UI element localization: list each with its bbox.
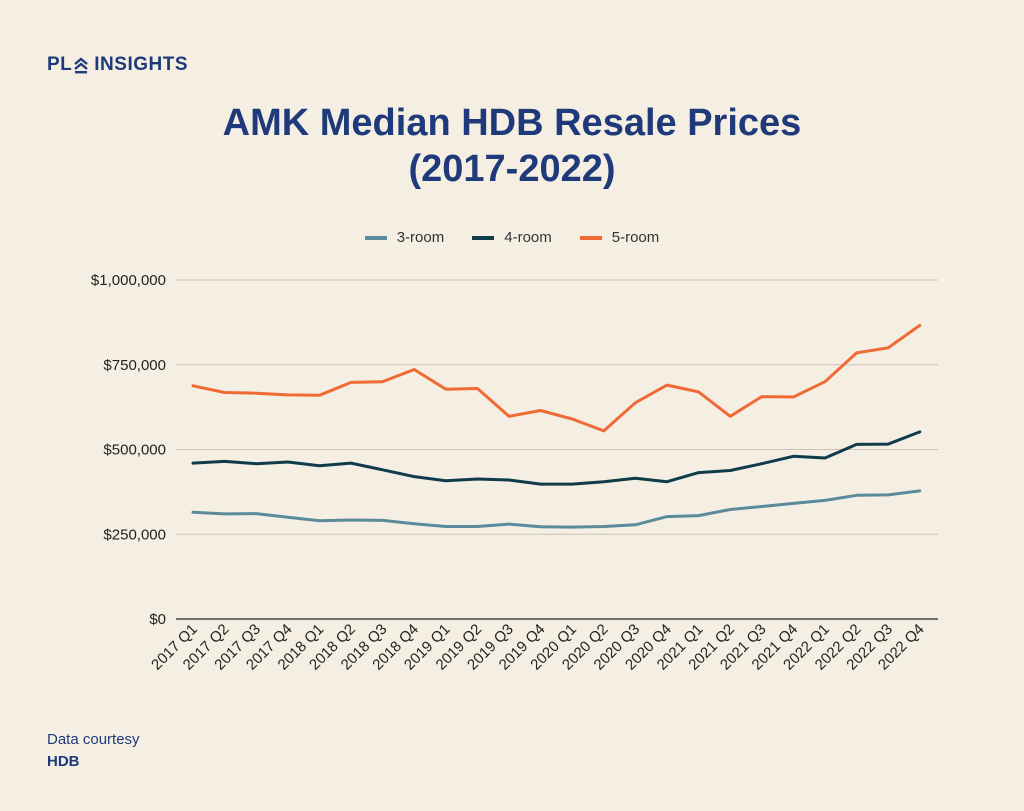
house-chevron-icon	[74, 57, 89, 74]
legend-item-5-room: 5-room	[579, 229, 660, 246]
chart-legend: 3-room 4-room 5-room	[0, 229, 1024, 246]
chart-title: AMK Median HDB Resale Prices (2017-2022)	[0, 100, 1024, 192]
y-tick-label: $250,000	[103, 526, 166, 543]
series-line-3-room	[191, 489, 922, 529]
chart-title-line2: (2017-2022)	[408, 148, 616, 190]
legend-swatch-4-room	[472, 235, 495, 240]
brand-suffix: INSIGHTS	[94, 54, 189, 75]
legend-swatch-3-room	[364, 235, 387, 240]
legend-swatch-5-room	[579, 235, 602, 240]
legend-label-3-room: 3-room	[396, 229, 445, 246]
legend-label-5-room: 5-room	[611, 229, 660, 246]
legend-item-4-room: 4-room	[472, 229, 552, 246]
brand-logo: PL INSIGHTS	[47, 54, 188, 76]
y-tick-label: $1,000,000	[91, 272, 166, 289]
legend-label-4-room: 4-room	[504, 229, 552, 246]
credit-source: HDB	[47, 753, 80, 770]
credit-label: Data courtesy	[47, 731, 140, 748]
y-tick-label: $500,000	[103, 442, 166, 459]
series-line-5-room	[191, 323, 922, 433]
legend-item-3-room: 3-room	[364, 229, 445, 246]
chart-title-line1: AMK Median HDB Resale Prices	[222, 102, 802, 144]
data-credit: Data courtesy HDB	[47, 729, 140, 773]
brand-prefix: PL	[47, 54, 73, 75]
y-tick-label: $0	[149, 611, 166, 628]
y-tick-label: $750,000	[103, 357, 166, 374]
series-line-4-room	[191, 430, 922, 486]
